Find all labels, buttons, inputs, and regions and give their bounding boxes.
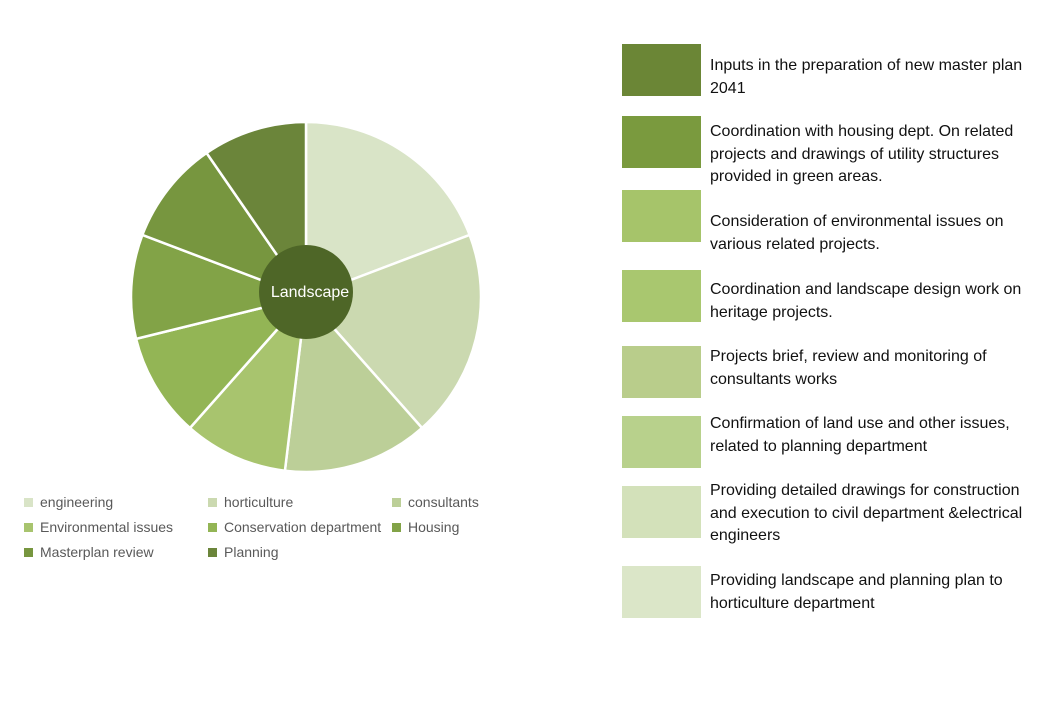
color-block [622,44,701,96]
description-text: Confirmation of land use and other issue… [710,415,1010,455]
legend-label: Masterplan review [40,544,154,560]
description-boxes: Inputs in the preparation of new master … [622,0,1032,720]
legend-label: Housing [408,519,460,535]
legend-swatch [24,497,33,507]
legend-item: Environmental issues [24,518,173,536]
pie-slice-conservation-department [134,294,310,430]
pie-slice-environmental-issues [188,293,308,473]
legend-swatch [24,522,33,532]
legend-swatch [208,522,217,532]
legend-item: horticulture [208,493,293,511]
description-text: Coordination and landscape design work o… [710,281,1022,321]
description-text: Projects brief, review and monitoring of… [710,348,987,388]
center-label: Landscape [271,284,349,301]
description-text: Providing landscape and planning plan to… [710,572,1003,612]
center-circle [259,245,353,339]
color-block [622,116,701,168]
legend-swatch [208,497,217,507]
legend-item: engineering [24,493,113,511]
legend-item: Conservation department [208,518,381,536]
pie-slice-housing [129,233,311,341]
color-block [622,270,701,322]
pie-chart: Landscape [129,120,483,474]
legend-label: consultants [408,494,479,510]
color-block [622,190,701,242]
legend-item: Housing [392,518,459,536]
legend-label: Conservation department [224,519,382,535]
legend-swatch [24,547,33,557]
legend-swatch [392,497,401,507]
description-text: Consideration of environmental issues on… [710,213,1004,253]
legend-swatch [208,547,217,557]
color-block [622,346,701,398]
description-text: Providing detailed drawings for construc… [710,482,1023,544]
color-block [622,486,701,538]
pie-slice-masterplan-review [140,151,310,300]
pie-slice-consultants [283,294,424,474]
color-block [622,416,701,468]
legend-item: consultants [392,493,479,511]
legend-label: Planning [224,544,279,560]
legend-item: Masterplan review [24,543,154,561]
legend-label: Environmental issues [40,519,174,535]
legend-item: Planning [208,543,279,561]
color-block [622,566,701,618]
description-text: Inputs in the preparation of new master … [710,57,1023,97]
pie-slice-engineering [304,120,472,299]
legend-swatch [392,522,401,532]
legend-label: engineering [40,494,114,510]
legend-label: horticulture [224,494,294,510]
description-text: Coordination with housing dept. On relat… [710,123,1014,185]
